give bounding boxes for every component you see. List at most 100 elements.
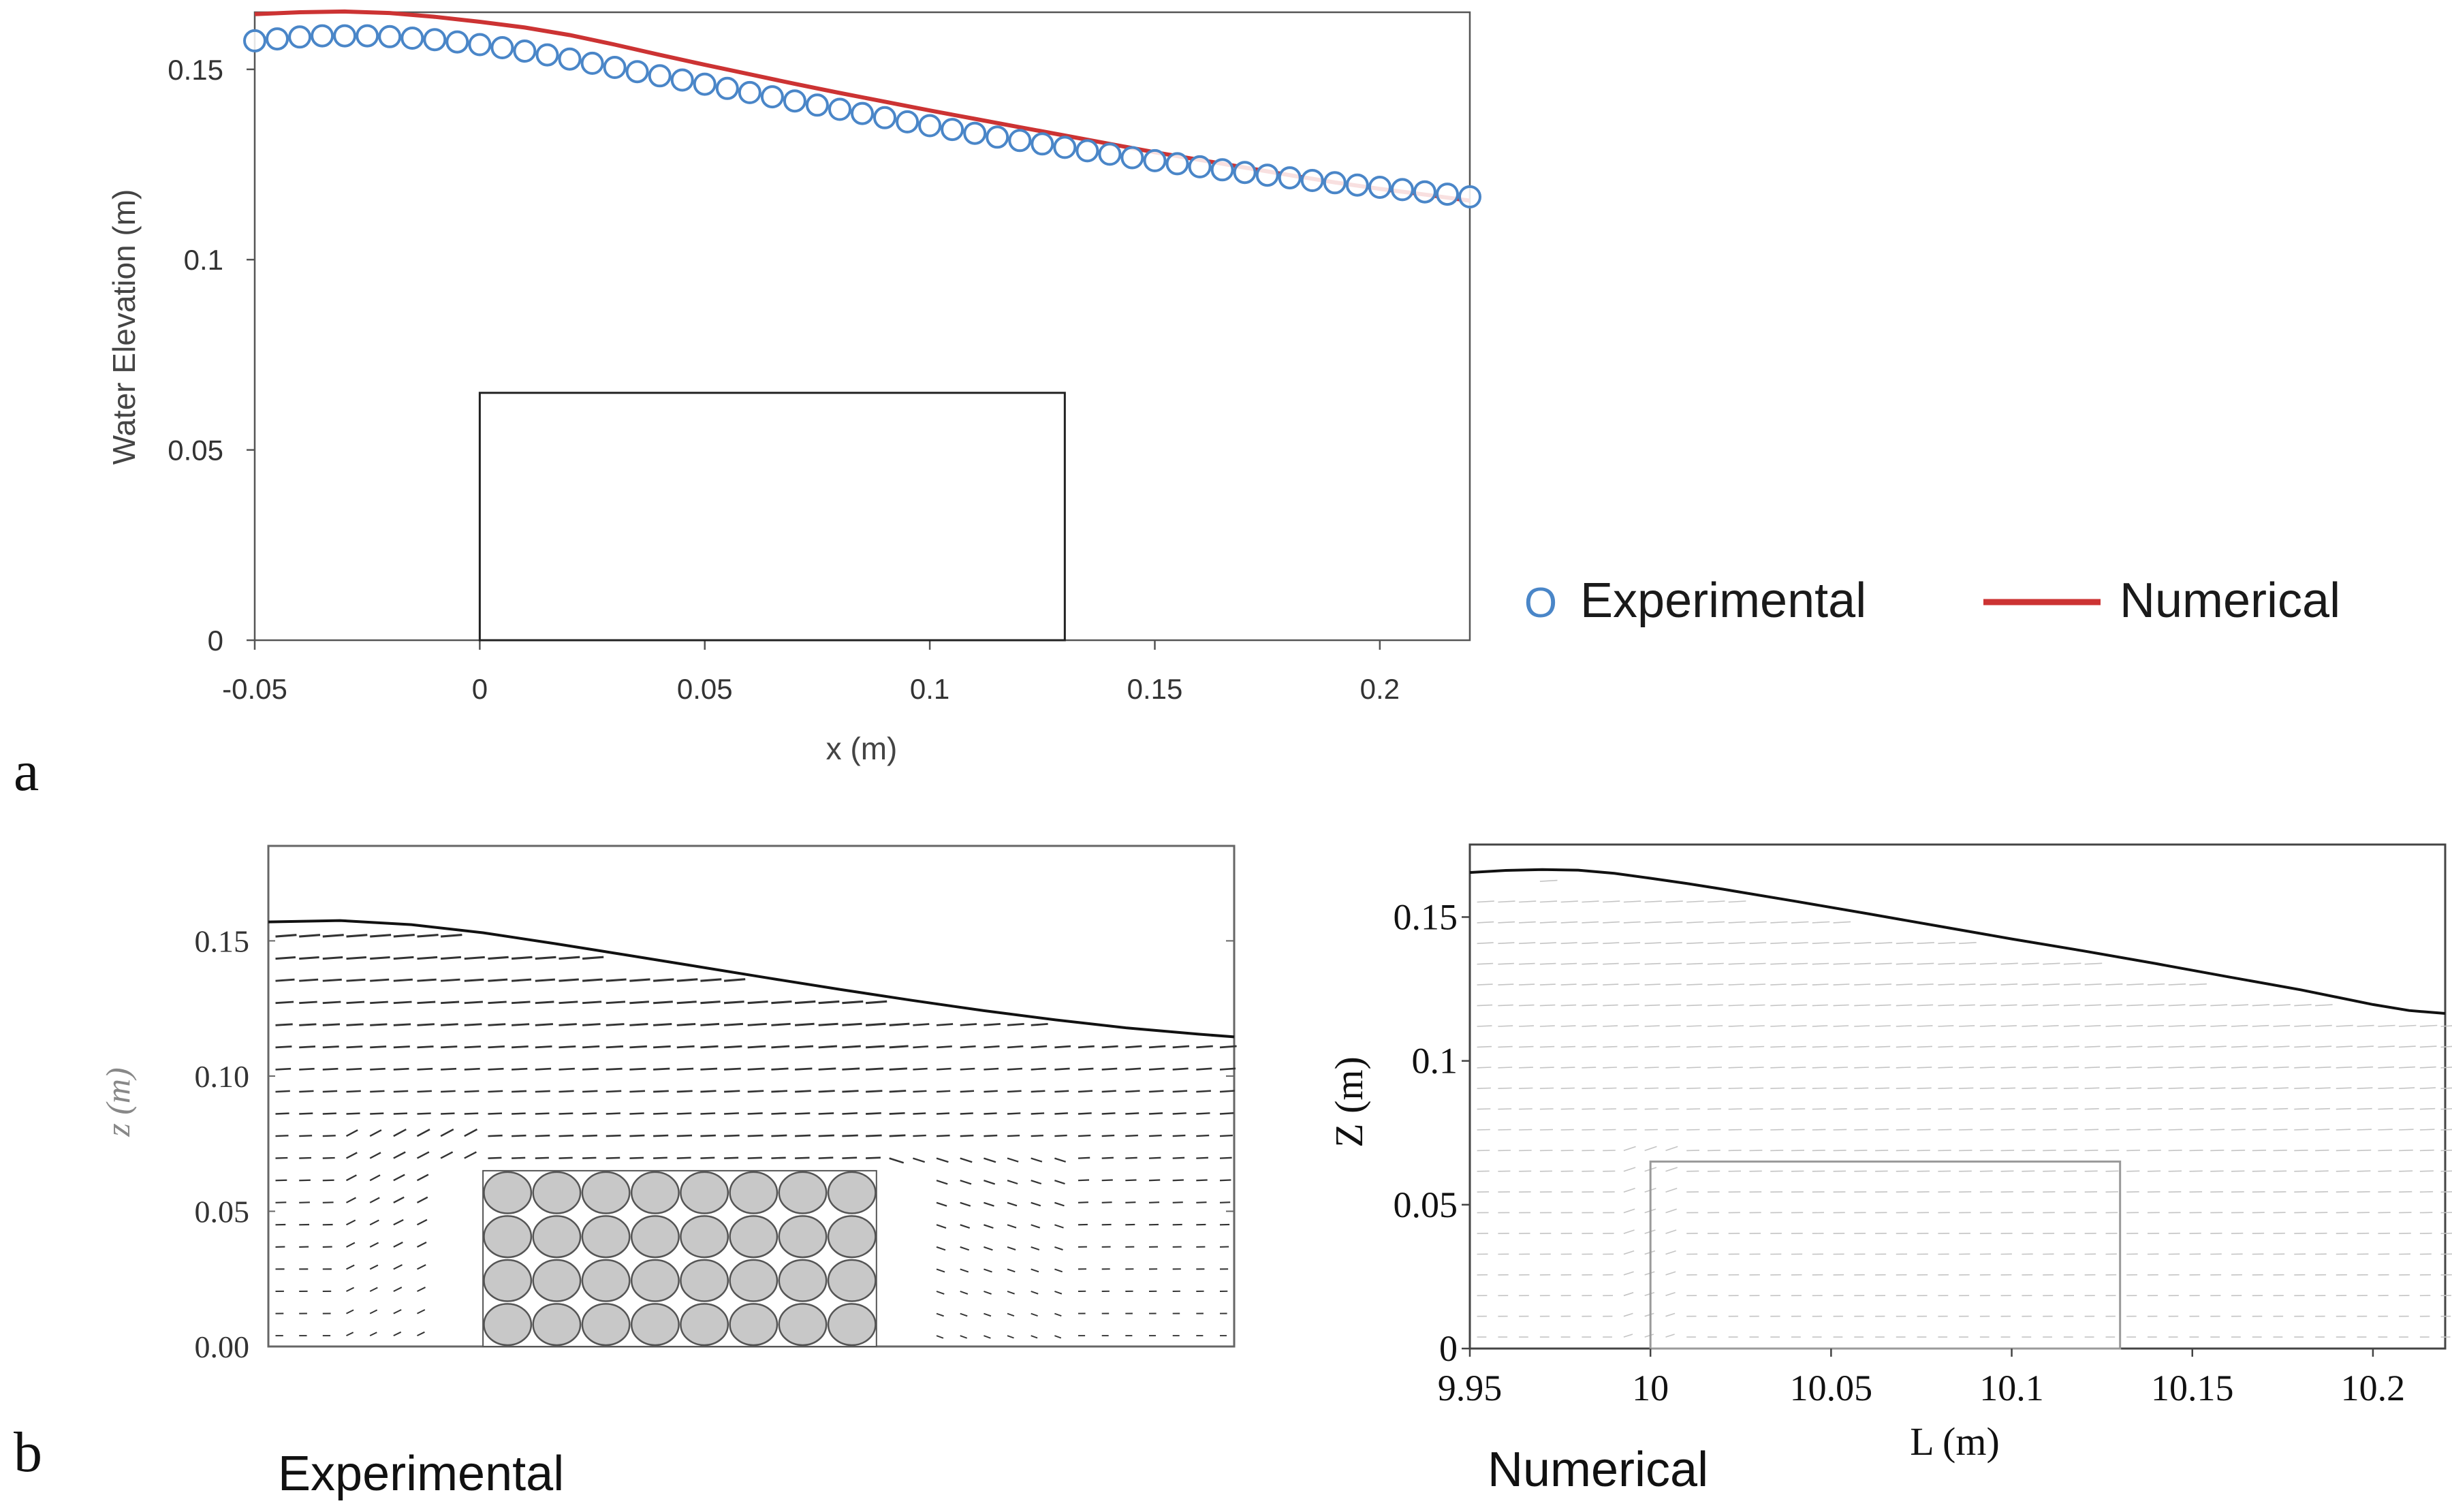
velocity-vector [1854,983,1871,986]
velocity-vector [369,1332,377,1336]
velocity-vector [1749,1004,1765,1007]
velocity-vector [936,1180,948,1185]
sphere [581,1171,631,1214]
chart-b2-x-ticks: 9.95 10 10.05 10.1 10.15 10.2 [1438,1349,2405,1408]
chart-b1-y-ticks: 0.00 0.05 0.10 0.15 [195,924,1234,1364]
velocity-vector [1603,1004,1618,1007]
chart-a-y-tick-label: 0.15 [168,54,223,86]
chart-b1-y-tick-label: 0.15 [195,924,250,958]
velocity-vector [653,1156,667,1159]
velocity-vector [1539,1129,1554,1131]
velocity-vector [1560,983,1577,986]
velocity-vector [1007,1045,1024,1049]
velocity-vector [606,978,627,982]
velocity-vector [1665,1167,1678,1172]
velocity-vector [1519,983,1535,986]
velocity-vector [416,1174,429,1182]
velocity-vector [1833,921,1851,924]
velocity-vector [913,1090,927,1093]
velocity-vector [1007,1090,1022,1093]
velocity-vector [369,1129,382,1137]
velocity-vector [512,1045,529,1049]
velocity-vector [865,1000,887,1005]
velocity-vector [2336,1191,2349,1193]
panel-label-b: b [14,1421,42,1484]
velocity-vector [606,1134,621,1137]
velocity-vector [2168,1150,2182,1152]
chart-b-experimental: 0.00 0.05 0.10 0.15 z (m) Experimental [99,845,1237,1501]
velocity-vector [1623,1045,1639,1048]
velocity-vector [606,1090,622,1093]
velocity-vector [1896,1129,1910,1131]
sphere [680,1215,729,1259]
velocity-vector [1031,1201,1041,1207]
velocity-vector [795,1156,810,1159]
velocity-vector [582,1090,598,1093]
velocity-vector [1560,900,1578,903]
velocity-vector [1665,1129,1679,1131]
velocity-vector [1219,1090,1235,1093]
velocity-vector [370,978,390,982]
velocity-vector [960,1291,969,1295]
velocity-vector [2399,1024,2417,1027]
velocity-vector [322,1179,334,1182]
velocity-vector [606,1023,625,1026]
velocity-vector [1172,1045,1190,1049]
velocity-vector [960,1312,968,1317]
velocity-vector [653,1001,673,1005]
velocity-vector [369,1287,378,1292]
velocity-vector [1875,1067,1890,1069]
velocity-vector [936,1268,945,1273]
velocity-vector [299,1201,310,1203]
velocity-vector [1665,1250,1676,1255]
chart-b2-structure-box [1649,1160,2122,1350]
velocity-vector [960,1157,973,1163]
chart-b1-velocity-field [275,934,1237,1339]
velocity-vector [866,1134,882,1137]
chart-b2-x-tick-label: 9.95 [1438,1368,1503,1408]
experimental-point [715,76,739,100]
velocity-vector [1539,900,1558,903]
experimental-point [333,24,357,48]
velocity-vector [747,1090,764,1093]
velocity-vector [676,1156,691,1159]
velocity-vector [1623,1312,1633,1317]
velocity-vector [1665,1187,1678,1193]
velocity-vector [275,1201,287,1203]
velocity-vector [2357,1149,2372,1152]
velocity-vector [2063,962,2081,965]
velocity-vector [322,1090,338,1093]
velocity-vector [1007,1135,1020,1137]
velocity-vector [1582,921,1599,924]
velocity-vector [2147,983,2165,986]
velocity-vector [1665,1067,1680,1069]
velocity-vector [1749,1087,1764,1089]
sphere [630,1171,680,1214]
velocity-vector [1560,1004,1577,1007]
velocity-vector [2440,1150,2452,1152]
velocity-vector [984,1335,991,1339]
velocity-vector [1172,1134,1186,1137]
velocity-vector [960,1045,976,1049]
velocity-vector [2000,1150,2015,1152]
velocity-vector [2063,983,2081,986]
velocity-vector [1812,1045,1827,1048]
velocity-vector [440,934,462,938]
velocity-vector [866,1112,881,1115]
velocity-vector [2105,1045,2122,1048]
velocity-vector [2189,983,2207,986]
velocity-vector [2378,1024,2395,1027]
sphere [532,1171,582,1214]
experimental-point [648,64,672,88]
velocity-vector [2273,1150,2287,1152]
velocity-vector [818,1090,835,1093]
chart-a-x-tick-label: 0 [472,673,488,705]
velocity-vector [676,1001,697,1005]
velocity-vector [1686,1150,1700,1152]
velocity-vector [1148,1067,1165,1071]
velocity-vector [1749,1150,1763,1152]
chart-a-y-ticks: 0 0.05 0.1 0.15 [168,54,255,657]
velocity-vector [1665,1334,1675,1338]
velocity-vector [512,1090,527,1093]
velocity-vector [346,1045,363,1049]
